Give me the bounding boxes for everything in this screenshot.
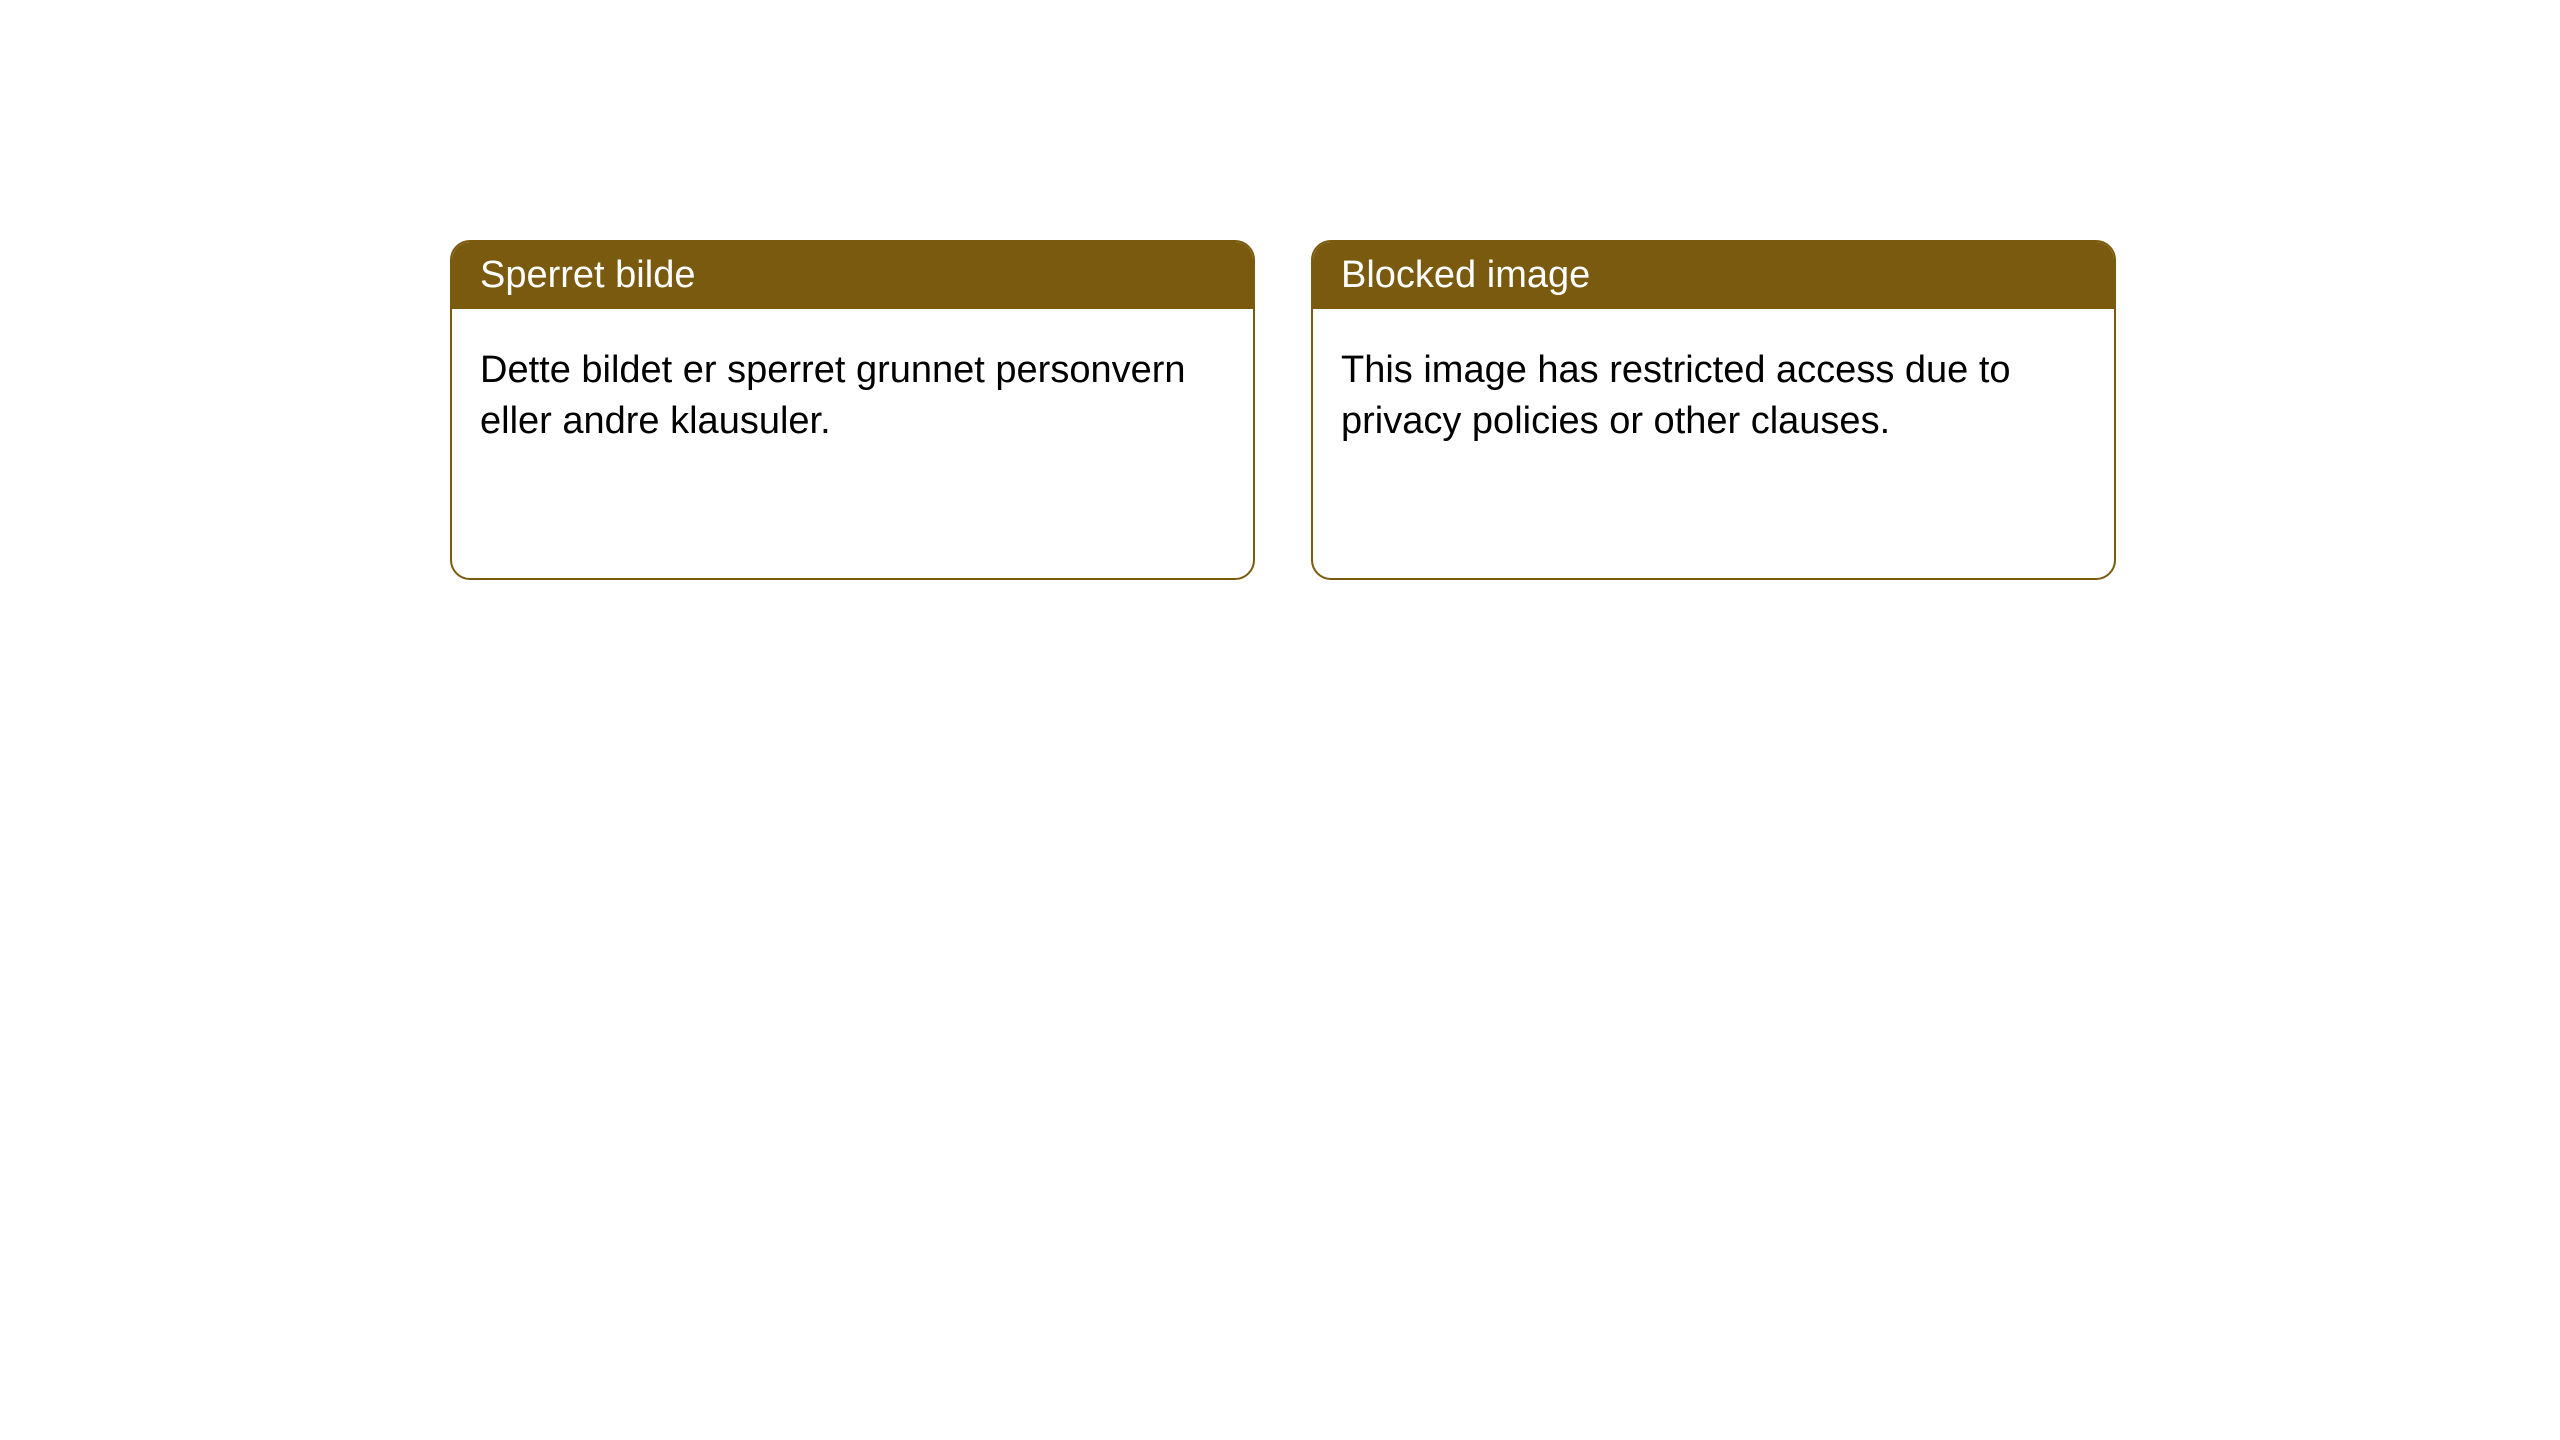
card-title: Sperret bilde bbox=[480, 254, 695, 296]
card-header: Sperret bilde bbox=[452, 242, 1253, 309]
notice-card-english: Blocked image This image has restricted … bbox=[1311, 240, 2116, 580]
card-body: This image has restricted access due to … bbox=[1313, 309, 2114, 484]
notice-card-norwegian: Sperret bilde Dette bildet er sperret gr… bbox=[450, 240, 1255, 580]
card-body-text: Dette bildet er sperret grunnet personve… bbox=[480, 349, 1186, 442]
card-title: Blocked image bbox=[1341, 254, 1590, 296]
card-body: Dette bildet er sperret grunnet personve… bbox=[452, 309, 1253, 484]
card-header: Blocked image bbox=[1313, 242, 2114, 309]
notice-container: Sperret bilde Dette bildet er sperret gr… bbox=[450, 240, 2116, 580]
card-body-text: This image has restricted access due to … bbox=[1341, 349, 2011, 442]
